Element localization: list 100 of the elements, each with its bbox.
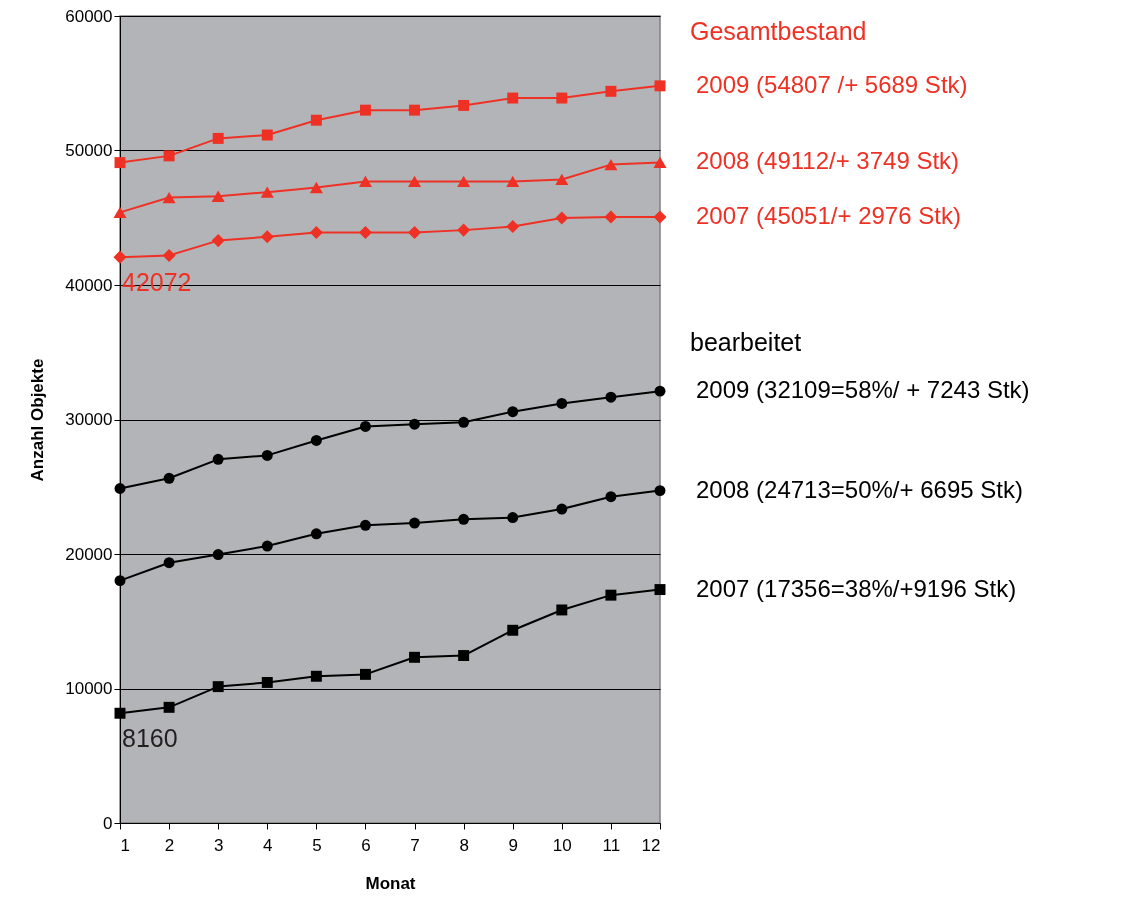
point: [506, 219, 520, 234]
point: [261, 540, 273, 552]
point: [604, 158, 618, 171]
point: [212, 549, 224, 560]
point: [556, 398, 568, 409]
point: [260, 230, 274, 244]
point: [359, 668, 371, 680]
point: [458, 416, 470, 428]
y-tick-label: 0: [103, 813, 113, 833]
x-tick-label: 9: [508, 835, 518, 855]
point: [260, 186, 274, 198]
point: [506, 175, 520, 188]
point: [507, 624, 519, 636]
point: [409, 651, 421, 663]
x-tick-label: 3: [213, 835, 224, 855]
point: [113, 206, 127, 219]
point: [555, 173, 569, 186]
point: [211, 190, 225, 202]
series-label: 2008 (24713=50%/+ 6695 Stk): [696, 475, 1023, 503]
series-label: 2007 (17356=38%/+9196 Stk): [696, 574, 1017, 602]
point: [507, 406, 519, 418]
point: [212, 453, 224, 465]
point: [358, 175, 372, 188]
x-tick-label: 5: [312, 835, 322, 855]
point: [457, 223, 471, 237]
point: [261, 129, 273, 141]
point: [409, 517, 421, 529]
x-tick-label: 8: [459, 835, 469, 855]
y-tick-label: 60000: [65, 6, 113, 26]
x-tick-label: 12: [641, 835, 661, 855]
point: [359, 519, 371, 531]
x-tick-label: 11: [602, 835, 621, 855]
point: [458, 650, 470, 662]
series-label: 2009 (32109=58%/ + 7243 Stk): [696, 376, 1030, 404]
point: [654, 584, 666, 596]
y-tick-label: 50000: [65, 141, 113, 160]
point: [556, 604, 568, 616]
point: [261, 449, 273, 461]
point: [605, 491, 617, 503]
point: [555, 211, 569, 225]
point: [507, 92, 519, 104]
series-label: 2008 (49112/+ 3749 Stk): [696, 147, 960, 175]
point: [408, 175, 422, 188]
point: [408, 226, 422, 240]
point: [654, 485, 666, 497]
annotation: 8160: [122, 724, 178, 753]
point: [458, 513, 470, 525]
point: [114, 157, 126, 169]
point: [458, 99, 470, 111]
point: [212, 681, 224, 693]
y-tick-label: 40000: [65, 275, 113, 295]
point: [162, 248, 176, 262]
point: [310, 114, 322, 126]
point: [310, 528, 322, 540]
series-label: 2009 (54807 /+ 5689 Stk): [696, 70, 968, 98]
point: [409, 104, 421, 116]
point: [507, 512, 519, 524]
text: bearbeitet: [690, 328, 802, 356]
point: [556, 92, 568, 104]
point: [114, 483, 126, 494]
y-axis-title: Anzahl Objekte: [28, 358, 48, 482]
point: [653, 210, 667, 224]
y-tick-label: 10000: [65, 679, 113, 698]
point: [309, 181, 323, 194]
point: [310, 670, 322, 682]
text: Gesamtbestand: [690, 17, 867, 45]
point: [654, 80, 666, 92]
point: [114, 707, 126, 719]
series-label: 2007 (45051/+ 2976 Stk): [696, 202, 961, 230]
point: [359, 104, 371, 116]
point: [261, 676, 273, 688]
point: [359, 421, 371, 432]
x-tick-label: 4: [263, 835, 273, 855]
point: [211, 234, 225, 248]
point: [212, 132, 224, 144]
point: [163, 557, 175, 569]
x-tick-label: 2: [164, 835, 175, 855]
point: [114, 575, 126, 587]
x-tick-label: 6: [361, 835, 371, 855]
point: [113, 250, 127, 264]
point: [163, 472, 175, 484]
point: [605, 85, 617, 97]
y-tick-label: 20000: [65, 544, 113, 564]
point: [653, 156, 667, 169]
x-axis-title: Monat: [365, 873, 416, 893]
point: [605, 391, 617, 403]
point: [358, 226, 372, 240]
point: [605, 589, 617, 601]
point: [604, 210, 618, 224]
x-tick-label: 1: [120, 835, 130, 855]
x-tick-label: 10: [552, 835, 572, 855]
point: [556, 503, 568, 515]
point: [654, 385, 666, 397]
x-tick-label: 7: [410, 835, 420, 855]
point: [309, 226, 323, 240]
point: [310, 435, 322, 446]
point: [162, 191, 176, 204]
point: [163, 150, 175, 162]
point: [163, 701, 175, 713]
point: [457, 175, 471, 188]
